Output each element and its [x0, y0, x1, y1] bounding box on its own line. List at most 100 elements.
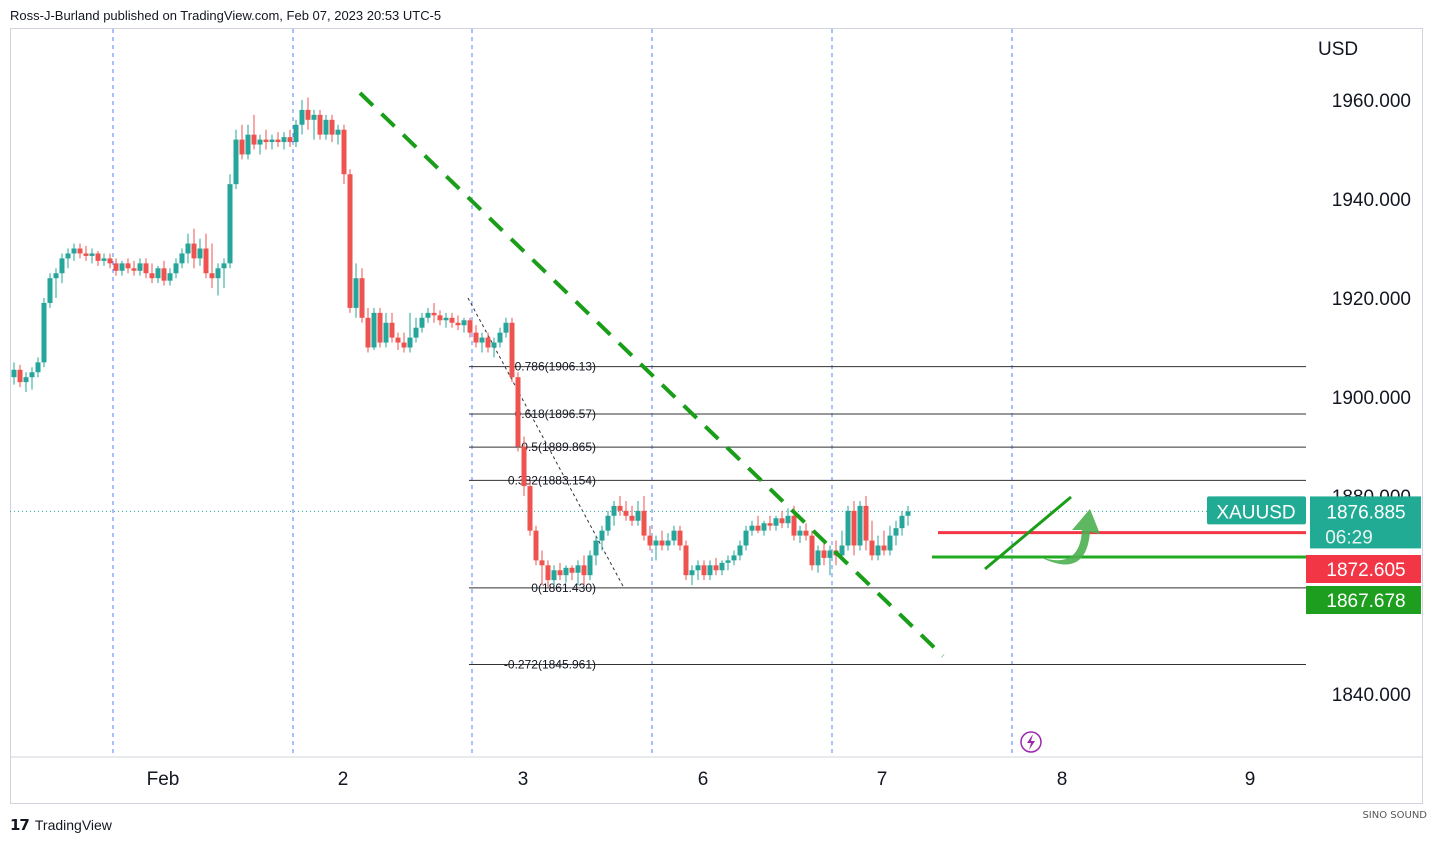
- candle: [545, 560, 551, 588]
- time-tick-label: Feb: [147, 769, 180, 790]
- candle: [113, 258, 119, 276]
- time-tick-label: 8: [1057, 769, 1068, 790]
- candle: [311, 109, 317, 140]
- candle: [593, 535, 599, 566]
- fib-level-label: 0(1861.430): [531, 581, 596, 595]
- candle: [761, 520, 767, 536]
- candle-body: [611, 505, 617, 516]
- candle: [203, 233, 209, 279]
- candle-body: [605, 515, 611, 531]
- candle: [359, 268, 365, 323]
- tradingview-logo[interactable]: 𝟭𝟳 TradingView: [10, 816, 112, 834]
- countdown-label: 06:29: [1325, 527, 1373, 548]
- candle: [23, 372, 29, 393]
- candle-body: [845, 510, 851, 546]
- candle-body: [455, 322, 461, 326]
- candle-body: [467, 320, 473, 333]
- candle: [641, 496, 647, 541]
- candle-body: [431, 312, 437, 316]
- candle: [683, 540, 689, 581]
- fib-level-label: 0.618(1896.57): [515, 407, 596, 421]
- candle: [857, 500, 863, 551]
- lightning-glyph: [1027, 734, 1035, 750]
- candle: [371, 307, 377, 350]
- candle-body: [485, 337, 491, 348]
- candle-body: [701, 565, 707, 576]
- candle-body: [401, 342, 407, 348]
- candle: [749, 520, 755, 536]
- price-tick-label: 1940.000: [1332, 190, 1411, 211]
- candle-body: [365, 317, 371, 348]
- price-tick-label: 1840.000: [1332, 685, 1411, 706]
- candle: [167, 268, 173, 286]
- candle: [323, 114, 329, 140]
- candle-body: [317, 114, 323, 135]
- candle: [665, 533, 671, 551]
- candle: [215, 263, 221, 296]
- candle-body: [545, 565, 551, 581]
- candle: [329, 114, 335, 143]
- candle-body: [473, 332, 479, 343]
- candle-body: [761, 523, 767, 531]
- candle-body: [863, 505, 869, 541]
- candle-body: [839, 545, 845, 556]
- candle: [341, 124, 347, 185]
- candle-body: [161, 268, 167, 281]
- candle-body: [875, 545, 881, 556]
- candle-body: [221, 263, 227, 269]
- candle: [383, 312, 389, 348]
- candle-body: [143, 263, 149, 274]
- time-tick-label: 2: [338, 769, 349, 790]
- candle-body: [71, 248, 77, 254]
- candle-body: [299, 109, 305, 125]
- candle: [893, 520, 899, 546]
- candle: [473, 325, 479, 348]
- candle-body: [461, 320, 467, 326]
- candle-body: [599, 530, 605, 541]
- candle-body: [65, 253, 71, 259]
- candle: [221, 258, 227, 289]
- candle-body: [791, 515, 797, 536]
- candle-body: [419, 317, 425, 328]
- candle: [557, 562, 563, 581]
- candle: [767, 515, 773, 531]
- time-tick-label: 6: [698, 769, 709, 790]
- candle-body: [77, 248, 83, 254]
- candle-body: [887, 535, 893, 551]
- candle: [503, 317, 509, 338]
- candle: [845, 505, 851, 551]
- candle-body: [479, 337, 485, 343]
- candle-body: [287, 137, 293, 143]
- candle: [347, 169, 353, 313]
- candle-body: [851, 510, 857, 546]
- candle-body: [803, 530, 809, 536]
- candle: [389, 312, 395, 343]
- candles: [11, 97, 911, 588]
- price-axis: USD1960.0001940.0001920.0001900.0001880.…: [1207, 39, 1421, 706]
- candle: [353, 263, 359, 318]
- candle-body: [113, 263, 119, 271]
- candle: [377, 307, 383, 348]
- candle: [239, 124, 245, 160]
- candle-body: [749, 525, 755, 531]
- candle-body: [581, 565, 587, 576]
- candle: [137, 258, 143, 276]
- candle-body: [131, 268, 137, 271]
- candle-body: [329, 119, 335, 135]
- candle: [227, 174, 233, 269]
- candle-body: [59, 258, 65, 274]
- candle: [419, 312, 425, 333]
- candle-body: [17, 369, 23, 383]
- time-tick-label: 3: [518, 769, 529, 790]
- candle: [827, 545, 833, 576]
- fibonacci-retracement: 0.786(1906.13) 0.618(1896.57) 0.5(1889.865…: [467, 297, 1306, 671]
- candle: [155, 265, 161, 284]
- candle-body: [899, 515, 905, 529]
- candle-body: [29, 372, 35, 378]
- candle: [185, 233, 191, 264]
- candle: [563, 565, 569, 583]
- candle: [179, 248, 185, 269]
- candle-body: [341, 129, 347, 175]
- candle-body: [425, 312, 431, 318]
